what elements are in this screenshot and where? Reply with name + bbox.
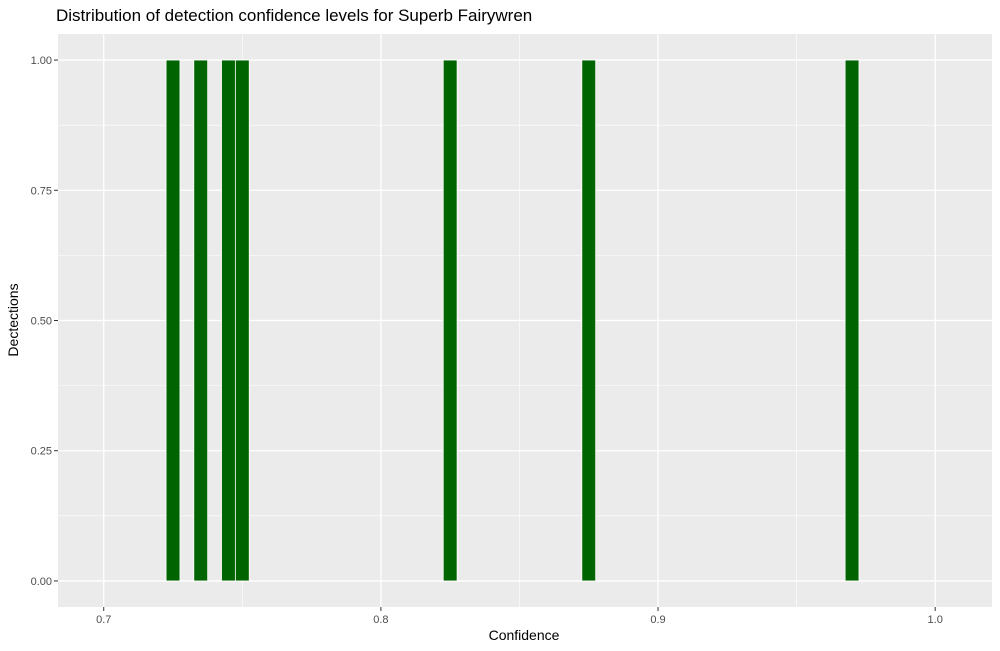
bar — [844, 59, 860, 582]
x-axis: 0.7 0.8 0.9 1.0 — [96, 607, 943, 626]
bar — [193, 59, 209, 582]
x-axis-title: Confidence — [489, 627, 560, 643]
chart-title: Distribution of detection confidence lev… — [56, 6, 532, 25]
x-tick-label: 0.9 — [650, 614, 665, 626]
y-tick-label: 0.25 — [31, 446, 52, 458]
y-axis-title: Dectections — [5, 283, 21, 356]
x-tick-label: 0.7 — [96, 614, 111, 626]
y-tick-label: 1.00 — [31, 55, 52, 67]
y-tick-label: 0.00 — [31, 576, 52, 588]
bar — [221, 59, 236, 582]
bar — [165, 59, 181, 582]
y-axis: 0.00 0.25 0.50 0.75 1.00 — [31, 55, 58, 588]
x-tick-label: 1.0 — [928, 614, 943, 626]
bar — [442, 59, 458, 582]
x-tick-label: 0.8 — [373, 614, 388, 626]
grid-major — [58, 34, 992, 607]
bars — [165, 59, 860, 582]
bar — [581, 59, 597, 582]
bar — [234, 59, 250, 582]
y-tick-label: 0.50 — [31, 316, 52, 328]
y-tick-label: 0.75 — [31, 185, 52, 197]
